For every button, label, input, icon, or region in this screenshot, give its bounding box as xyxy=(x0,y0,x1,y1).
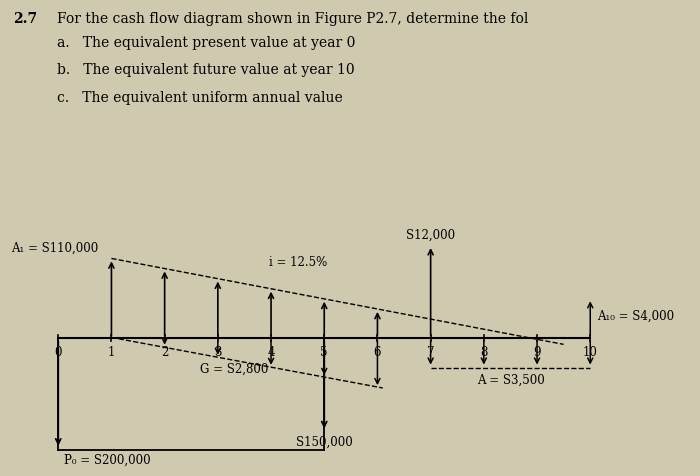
Text: 2: 2 xyxy=(161,346,168,359)
Text: A₁ = S110,000: A₁ = S110,000 xyxy=(11,241,98,255)
Text: i = 12.5%: i = 12.5% xyxy=(269,256,327,269)
Text: b.   The equivalent future value at year 10: b. The equivalent future value at year 1… xyxy=(57,63,355,77)
Text: A = S3,500: A = S3,500 xyxy=(477,373,545,387)
Text: 8: 8 xyxy=(480,346,487,359)
Text: 3: 3 xyxy=(214,346,222,359)
Text: a.   The equivalent present value at year 0: a. The equivalent present value at year … xyxy=(57,36,356,50)
Text: 5: 5 xyxy=(321,346,328,359)
Text: P₀ = S200,000: P₀ = S200,000 xyxy=(64,454,150,467)
Text: 1: 1 xyxy=(108,346,115,359)
Text: 0: 0 xyxy=(55,346,62,359)
Text: 9: 9 xyxy=(533,346,541,359)
Text: 4: 4 xyxy=(267,346,275,359)
Text: For the cash flow diagram shown in Figure P2.7, determine the fol: For the cash flow diagram shown in Figur… xyxy=(57,12,528,26)
Text: S12,000: S12,000 xyxy=(406,229,455,242)
Text: 2.7: 2.7 xyxy=(13,12,36,26)
Text: S150,000: S150,000 xyxy=(296,436,353,448)
Text: G = S2,800: G = S2,800 xyxy=(199,362,268,376)
Text: 6: 6 xyxy=(374,346,382,359)
Text: 7: 7 xyxy=(427,346,435,359)
Text: A₁₀ = S4,000: A₁₀ = S4,000 xyxy=(596,310,673,323)
Text: 10: 10 xyxy=(583,346,598,359)
Text: c.   The equivalent uniform annual value: c. The equivalent uniform annual value xyxy=(57,91,343,105)
